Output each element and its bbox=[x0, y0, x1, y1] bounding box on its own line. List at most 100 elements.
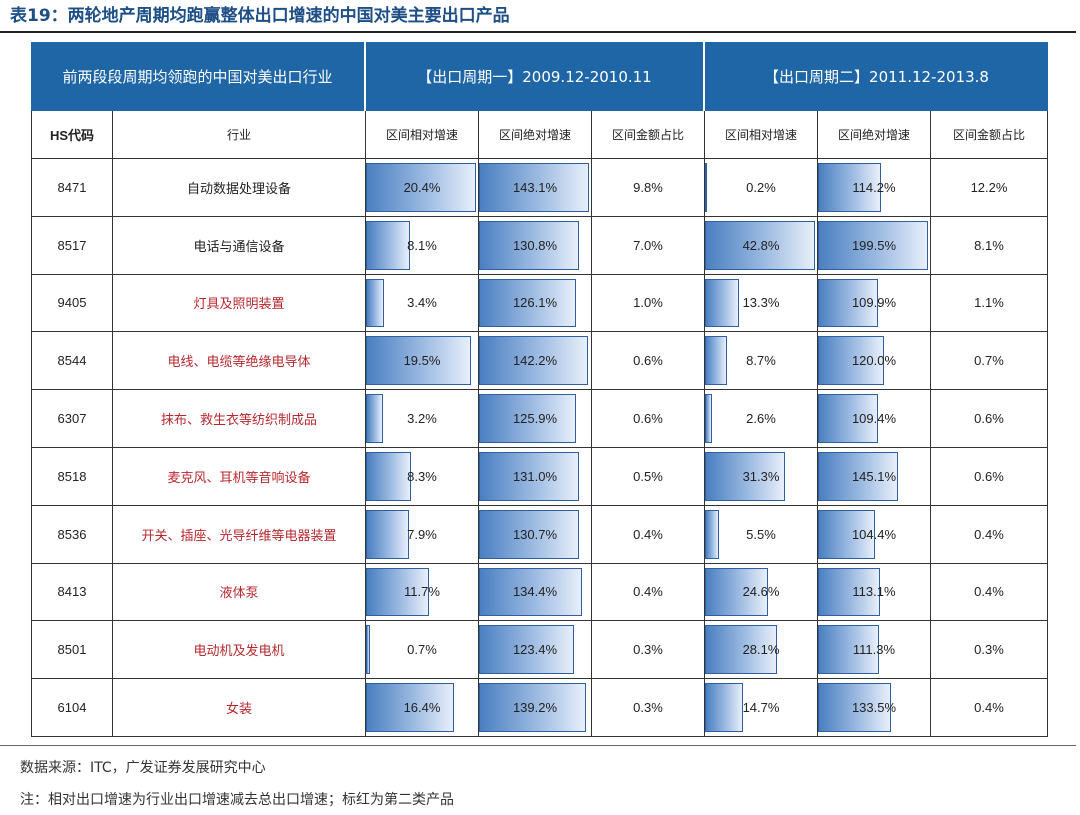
bar-value: 139.2% bbox=[512, 700, 558, 716]
bar-cell: 114.2% bbox=[818, 159, 931, 217]
share-value: 0.5% bbox=[592, 447, 705, 506]
value-bar bbox=[366, 567, 429, 617]
bar-value: 123.4% bbox=[512, 642, 558, 658]
industry-name: 女装 bbox=[113, 679, 366, 737]
bar-value: 145.1% bbox=[851, 468, 897, 484]
bar-value: 109.4% bbox=[851, 411, 897, 427]
share-value: 0.4% bbox=[931, 505, 1048, 564]
bar-value: 134.4% bbox=[512, 584, 558, 600]
bar-value: 7.9% bbox=[407, 526, 437, 542]
share-value: 0.6% bbox=[592, 332, 705, 391]
share-value: 8.1% bbox=[931, 216, 1048, 275]
value-bar bbox=[366, 394, 384, 443]
bar-value: 8.3% bbox=[407, 468, 437, 484]
bar-cell: 0.7% bbox=[366, 621, 479, 680]
value-bar bbox=[479, 278, 576, 328]
value-bar bbox=[818, 451, 898, 501]
bar-value: 113.1% bbox=[852, 584, 896, 600]
bar-cell: 109.9% bbox=[818, 274, 931, 333]
bar-value: 0.7% bbox=[407, 642, 437, 658]
hs-code: 8501 bbox=[31, 621, 113, 680]
bar-cell: 28.1% bbox=[705, 621, 818, 680]
export-table: 前两段段周期均领跑的中国对美出口行业 【出口周期一】2009.12-2010.1… bbox=[31, 42, 1048, 737]
bar-cell: 8.1% bbox=[366, 216, 479, 275]
hs-code: 8536 bbox=[31, 505, 113, 564]
title-divider bbox=[0, 31, 1076, 33]
bar-cell: 104.4% bbox=[818, 505, 931, 564]
industry-name: 灯具及照明装置 bbox=[113, 274, 366, 333]
bar-cell: 11.7% bbox=[366, 563, 479, 622]
bar-cell: 24.6% bbox=[705, 563, 818, 622]
industry-name: 电线、电缆等绝缘电导体 bbox=[113, 332, 366, 391]
hs-code: 8413 bbox=[31, 563, 113, 622]
column-header: 区间绝对增速 bbox=[479, 111, 592, 159]
hs-code: 8544 bbox=[31, 332, 113, 391]
industry-name: 开关、插座、光导纤维等电器装置 bbox=[113, 505, 366, 564]
value-bar bbox=[818, 509, 876, 559]
value-bar bbox=[705, 451, 786, 501]
bar-cell: 111.3% bbox=[818, 621, 931, 680]
bar-value: 143.1% bbox=[512, 179, 558, 195]
bar-cell: 134.4% bbox=[479, 563, 592, 622]
hs-code: 8471 bbox=[31, 159, 113, 217]
bar-cell: 130.8% bbox=[479, 216, 592, 275]
bar-value: 142.2% bbox=[512, 353, 558, 369]
value-bar bbox=[705, 509, 720, 559]
value-bar bbox=[479, 683, 586, 732]
share-value: 7.0% bbox=[592, 216, 705, 275]
industry-name: 麦克风、耳机等音响设备 bbox=[113, 447, 366, 506]
band-industry: 前两段段周期均领跑的中国对美出口行业 bbox=[31, 42, 366, 111]
bar-value: 133.5% bbox=[851, 700, 897, 716]
bar-value: 114.2% bbox=[852, 179, 896, 195]
bar-value: 20.4% bbox=[403, 179, 441, 195]
share-value: 1.0% bbox=[592, 274, 705, 333]
value-bar bbox=[705, 163, 708, 212]
bar-cell: 145.1% bbox=[818, 447, 931, 506]
bar-value: 2.6% bbox=[746, 411, 776, 427]
bar-cell: 126.1% bbox=[479, 274, 592, 333]
value-bar bbox=[818, 220, 928, 270]
value-bar bbox=[818, 567, 881, 617]
value-bar bbox=[705, 394, 712, 443]
column-header: 区间相对增速 bbox=[366, 111, 479, 159]
column-header-label: HS代码 bbox=[49, 128, 95, 143]
value-bar bbox=[479, 163, 589, 212]
value-bar bbox=[479, 394, 576, 443]
share-value: 0.4% bbox=[931, 679, 1048, 737]
bar-value: 13.3% bbox=[742, 295, 780, 311]
bar-cell: 19.5% bbox=[366, 332, 479, 391]
band-period-2: 【出口周期二】2011.12-2013.8 bbox=[705, 42, 1048, 111]
bar-cell: 133.5% bbox=[818, 679, 931, 737]
column-header: 区间绝对增速 bbox=[818, 111, 931, 159]
bar-value: 109.9% bbox=[851, 295, 897, 311]
share-value: 9.8% bbox=[592, 159, 705, 217]
share-value: 12.2% bbox=[931, 159, 1048, 217]
value-bar bbox=[366, 625, 370, 675]
value-bar bbox=[818, 278, 879, 328]
bar-cell: 8.7% bbox=[705, 332, 818, 391]
industry-name: 自动数据处理设备 bbox=[113, 159, 366, 217]
bar-cell: 2.6% bbox=[705, 390, 818, 448]
hs-code: 8517 bbox=[31, 216, 113, 275]
bar-cell: 120.0% bbox=[818, 332, 931, 391]
value-bar bbox=[366, 278, 385, 328]
bar-value: 130.8% bbox=[512, 237, 558, 253]
value-bar bbox=[366, 163, 476, 212]
bar-value: 104.4% bbox=[851, 526, 897, 542]
value-bar bbox=[818, 163, 881, 212]
bar-value: 120.0% bbox=[851, 353, 897, 369]
column-header: 行业 bbox=[113, 111, 366, 159]
column-header-label: 区间金额占比 bbox=[611, 128, 684, 142]
value-bar bbox=[705, 220, 815, 270]
value-bar bbox=[705, 336, 728, 386]
bar-cell: 113.1% bbox=[818, 563, 931, 622]
industry-name: 抹布、救生衣等纺织制成品 bbox=[113, 390, 366, 448]
bar-value: 16.4% bbox=[403, 700, 441, 716]
share-value: 0.3% bbox=[931, 621, 1048, 680]
bar-value: 126.1% bbox=[512, 295, 558, 311]
bar-value: 5.5% bbox=[746, 526, 776, 542]
column-header-label: 行业 bbox=[226, 128, 251, 142]
value-bar bbox=[705, 567, 769, 617]
bar-cell: 13.3% bbox=[705, 274, 818, 333]
value-bar bbox=[366, 336, 471, 386]
